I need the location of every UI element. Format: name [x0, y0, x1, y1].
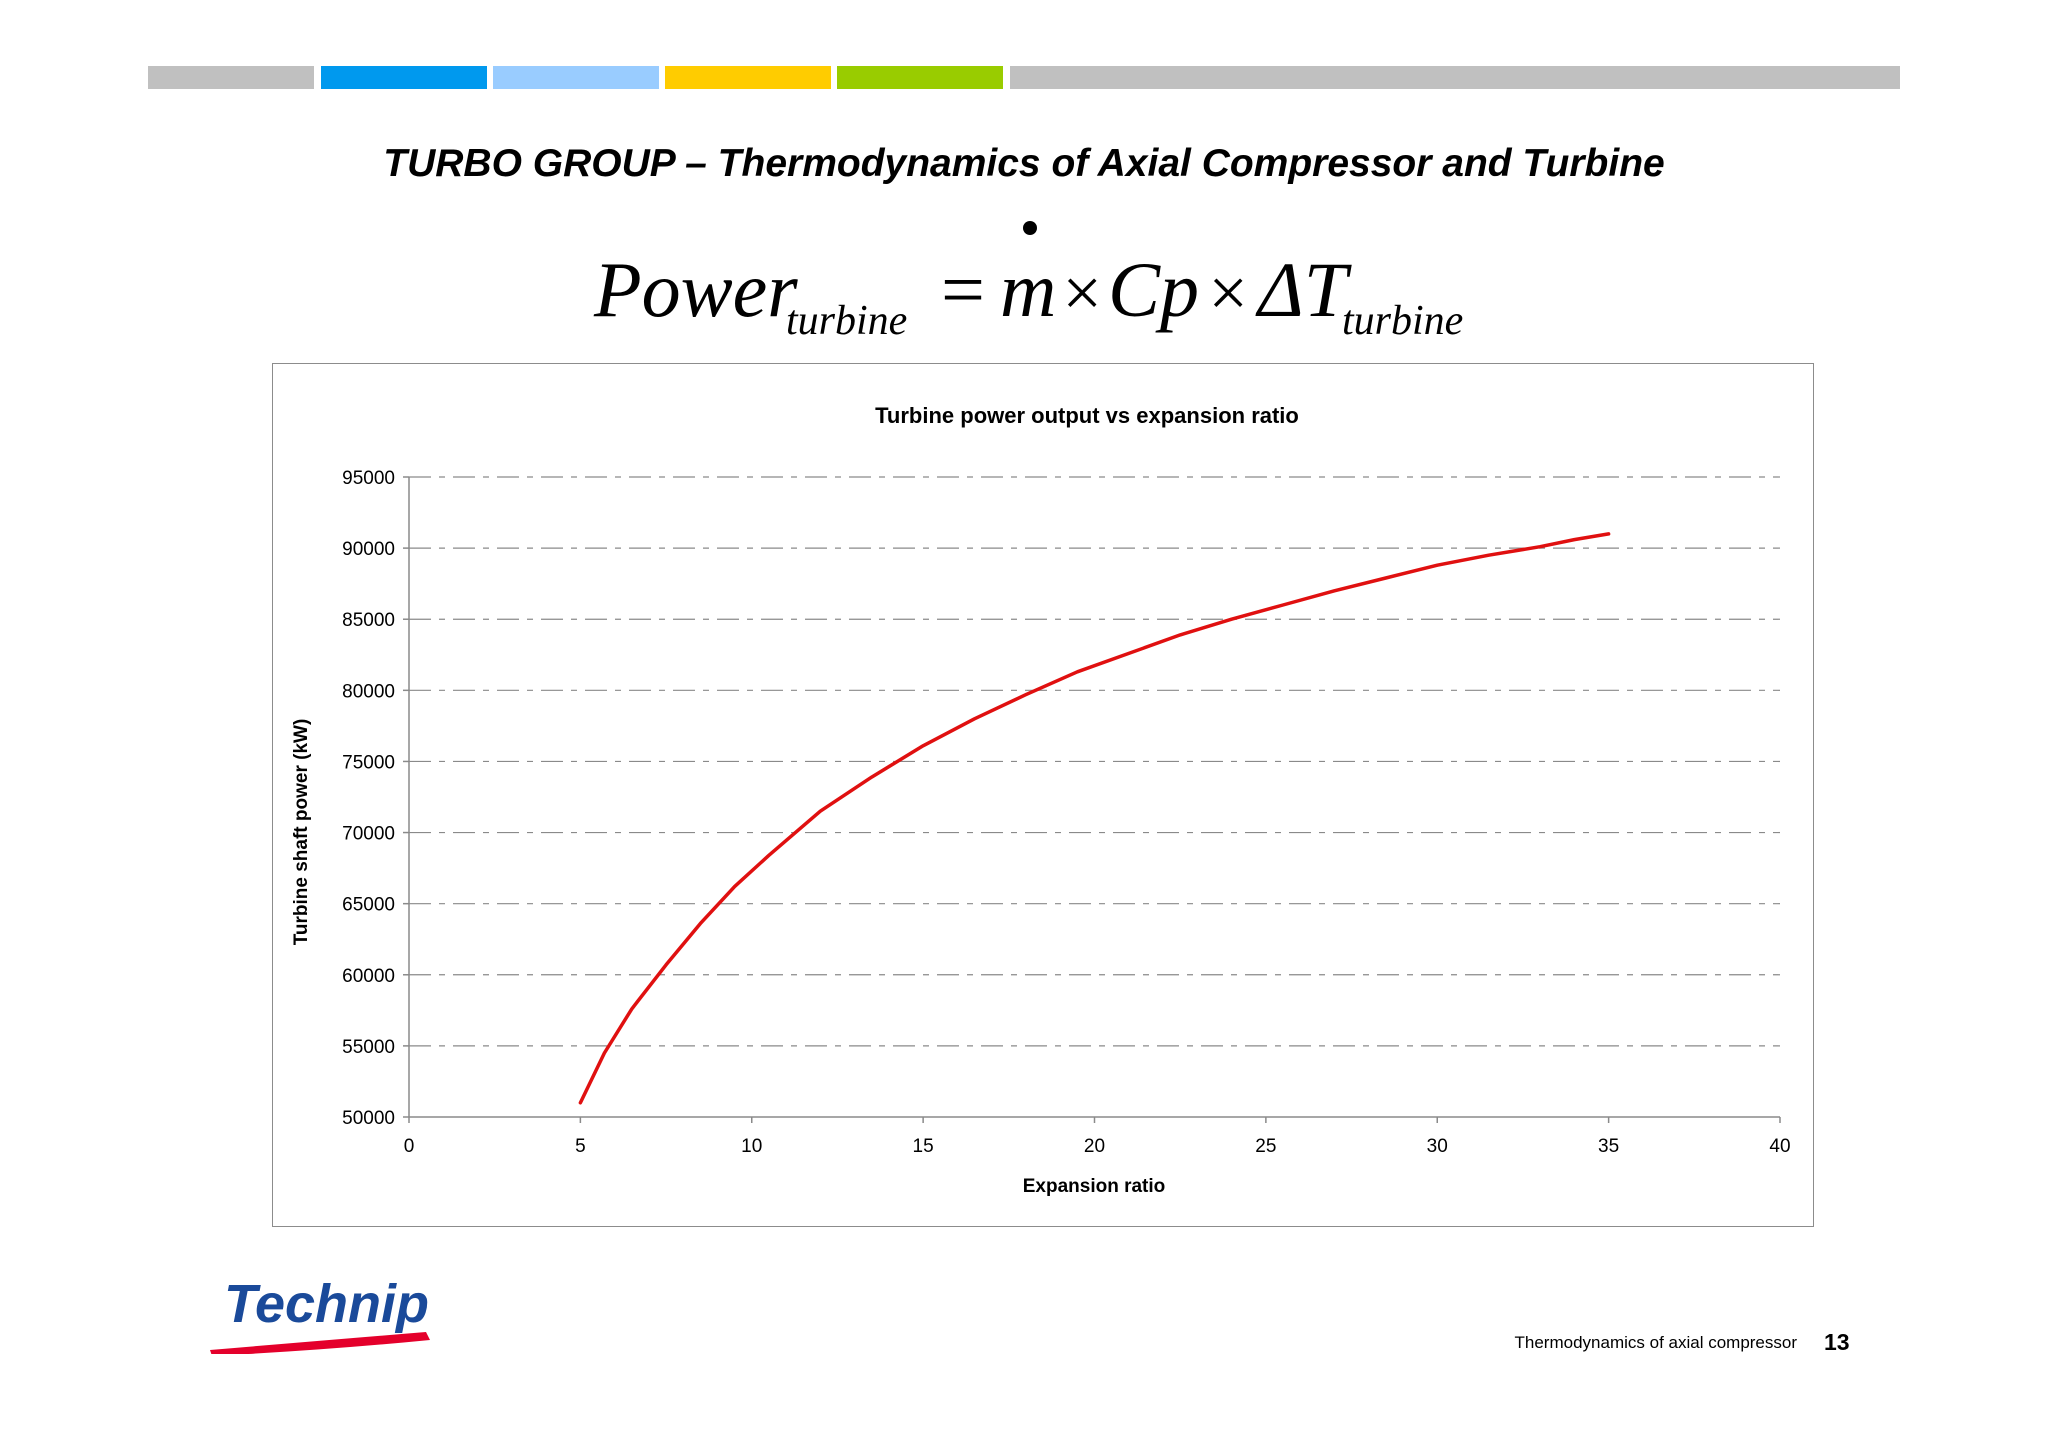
y-axis-label: Turbine shaft power (kW) — [291, 719, 312, 946]
y-tick-label: 60000 — [342, 966, 395, 987]
header-band-3 — [493, 66, 659, 89]
formula-delta-t: ΔT — [1255, 246, 1352, 333]
chart-title: Turbine power output vs expansion ratio — [875, 403, 1299, 428]
y-tick-label: 75000 — [342, 752, 395, 773]
y-tick-label: 70000 — [342, 824, 395, 845]
chart-ticks: 50000 55000 60000 65000 70000 75000 80000 85000… — [342, 468, 1790, 1157]
x-tick-label: 15 — [913, 1136, 934, 1157]
formula-equals: = — [936, 246, 989, 333]
y-tick-label: 65000 — [342, 895, 395, 916]
power-formula: Power turbine = m × Cp × ΔT turbine — [593, 221, 1463, 344]
x-tick-label: 30 — [1427, 1136, 1448, 1157]
chart-svg: 50000 55000 60000 65000 70000 75000 80000 85000… — [291, 403, 1791, 1197]
series-line — [578, 532, 1611, 1105]
y-tick-label: 80000 — [342, 681, 395, 702]
footer-caption: Thermodynamics of axial compressor — [1514, 1333, 1797, 1352]
formula-cp: Cp — [1108, 246, 1199, 333]
x-tick-label: 35 — [1598, 1136, 1619, 1157]
header-band-4 — [665, 66, 831, 89]
formula-times-2: × — [1204, 255, 1251, 332]
x-tick-label: 10 — [741, 1136, 762, 1157]
x-tick-label: 40 — [1769, 1136, 1790, 1157]
x-tick-label: 25 — [1255, 1136, 1276, 1157]
chart-axes — [408, 477, 1780, 1118]
chart-frame: 50000 55000 60000 65000 70000 75000 80000 85000… — [272, 363, 1814, 1227]
logo-text: Technip — [224, 1274, 429, 1334]
header-band-2 — [321, 66, 487, 89]
y-tick-label: 55000 — [342, 1037, 395, 1058]
slide-title: TURBO GROUP – Thermodynamics of Axial Co… — [383, 142, 1665, 185]
chart-series — [578, 532, 1611, 1105]
formula-rhs-subscript: turbine — [1342, 298, 1463, 344]
formula-lhs-subscript: turbine — [786, 298, 907, 344]
y-tick-label: 90000 — [342, 539, 395, 560]
formula-times-1: × — [1058, 255, 1105, 332]
technip-logo: Technip — [210, 1274, 430, 1354]
x-tick-label: 5 — [575, 1136, 586, 1157]
formula-lhs: Power — [593, 246, 798, 333]
mass-flow-dot — [1023, 221, 1037, 235]
header-band-1 — [148, 66, 314, 89]
logo-swoosh — [210, 1332, 430, 1354]
header-band-6 — [1010, 66, 1900, 89]
header-band-5 — [837, 66, 1003, 89]
y-tick-label: 85000 — [342, 610, 395, 631]
page-number: 13 — [1824, 1329, 1850, 1355]
y-tick-label: 50000 — [342, 1108, 395, 1129]
x-axis-label: Expansion ratio — [1023, 1176, 1166, 1197]
y-tick-label: 95000 — [342, 468, 395, 489]
chart-gridlines — [409, 476, 1780, 1047]
x-tick-label: 0 — [404, 1136, 415, 1157]
formula-mass: m — [1000, 246, 1056, 333]
x-tick-label: 20 — [1084, 1136, 1105, 1157]
